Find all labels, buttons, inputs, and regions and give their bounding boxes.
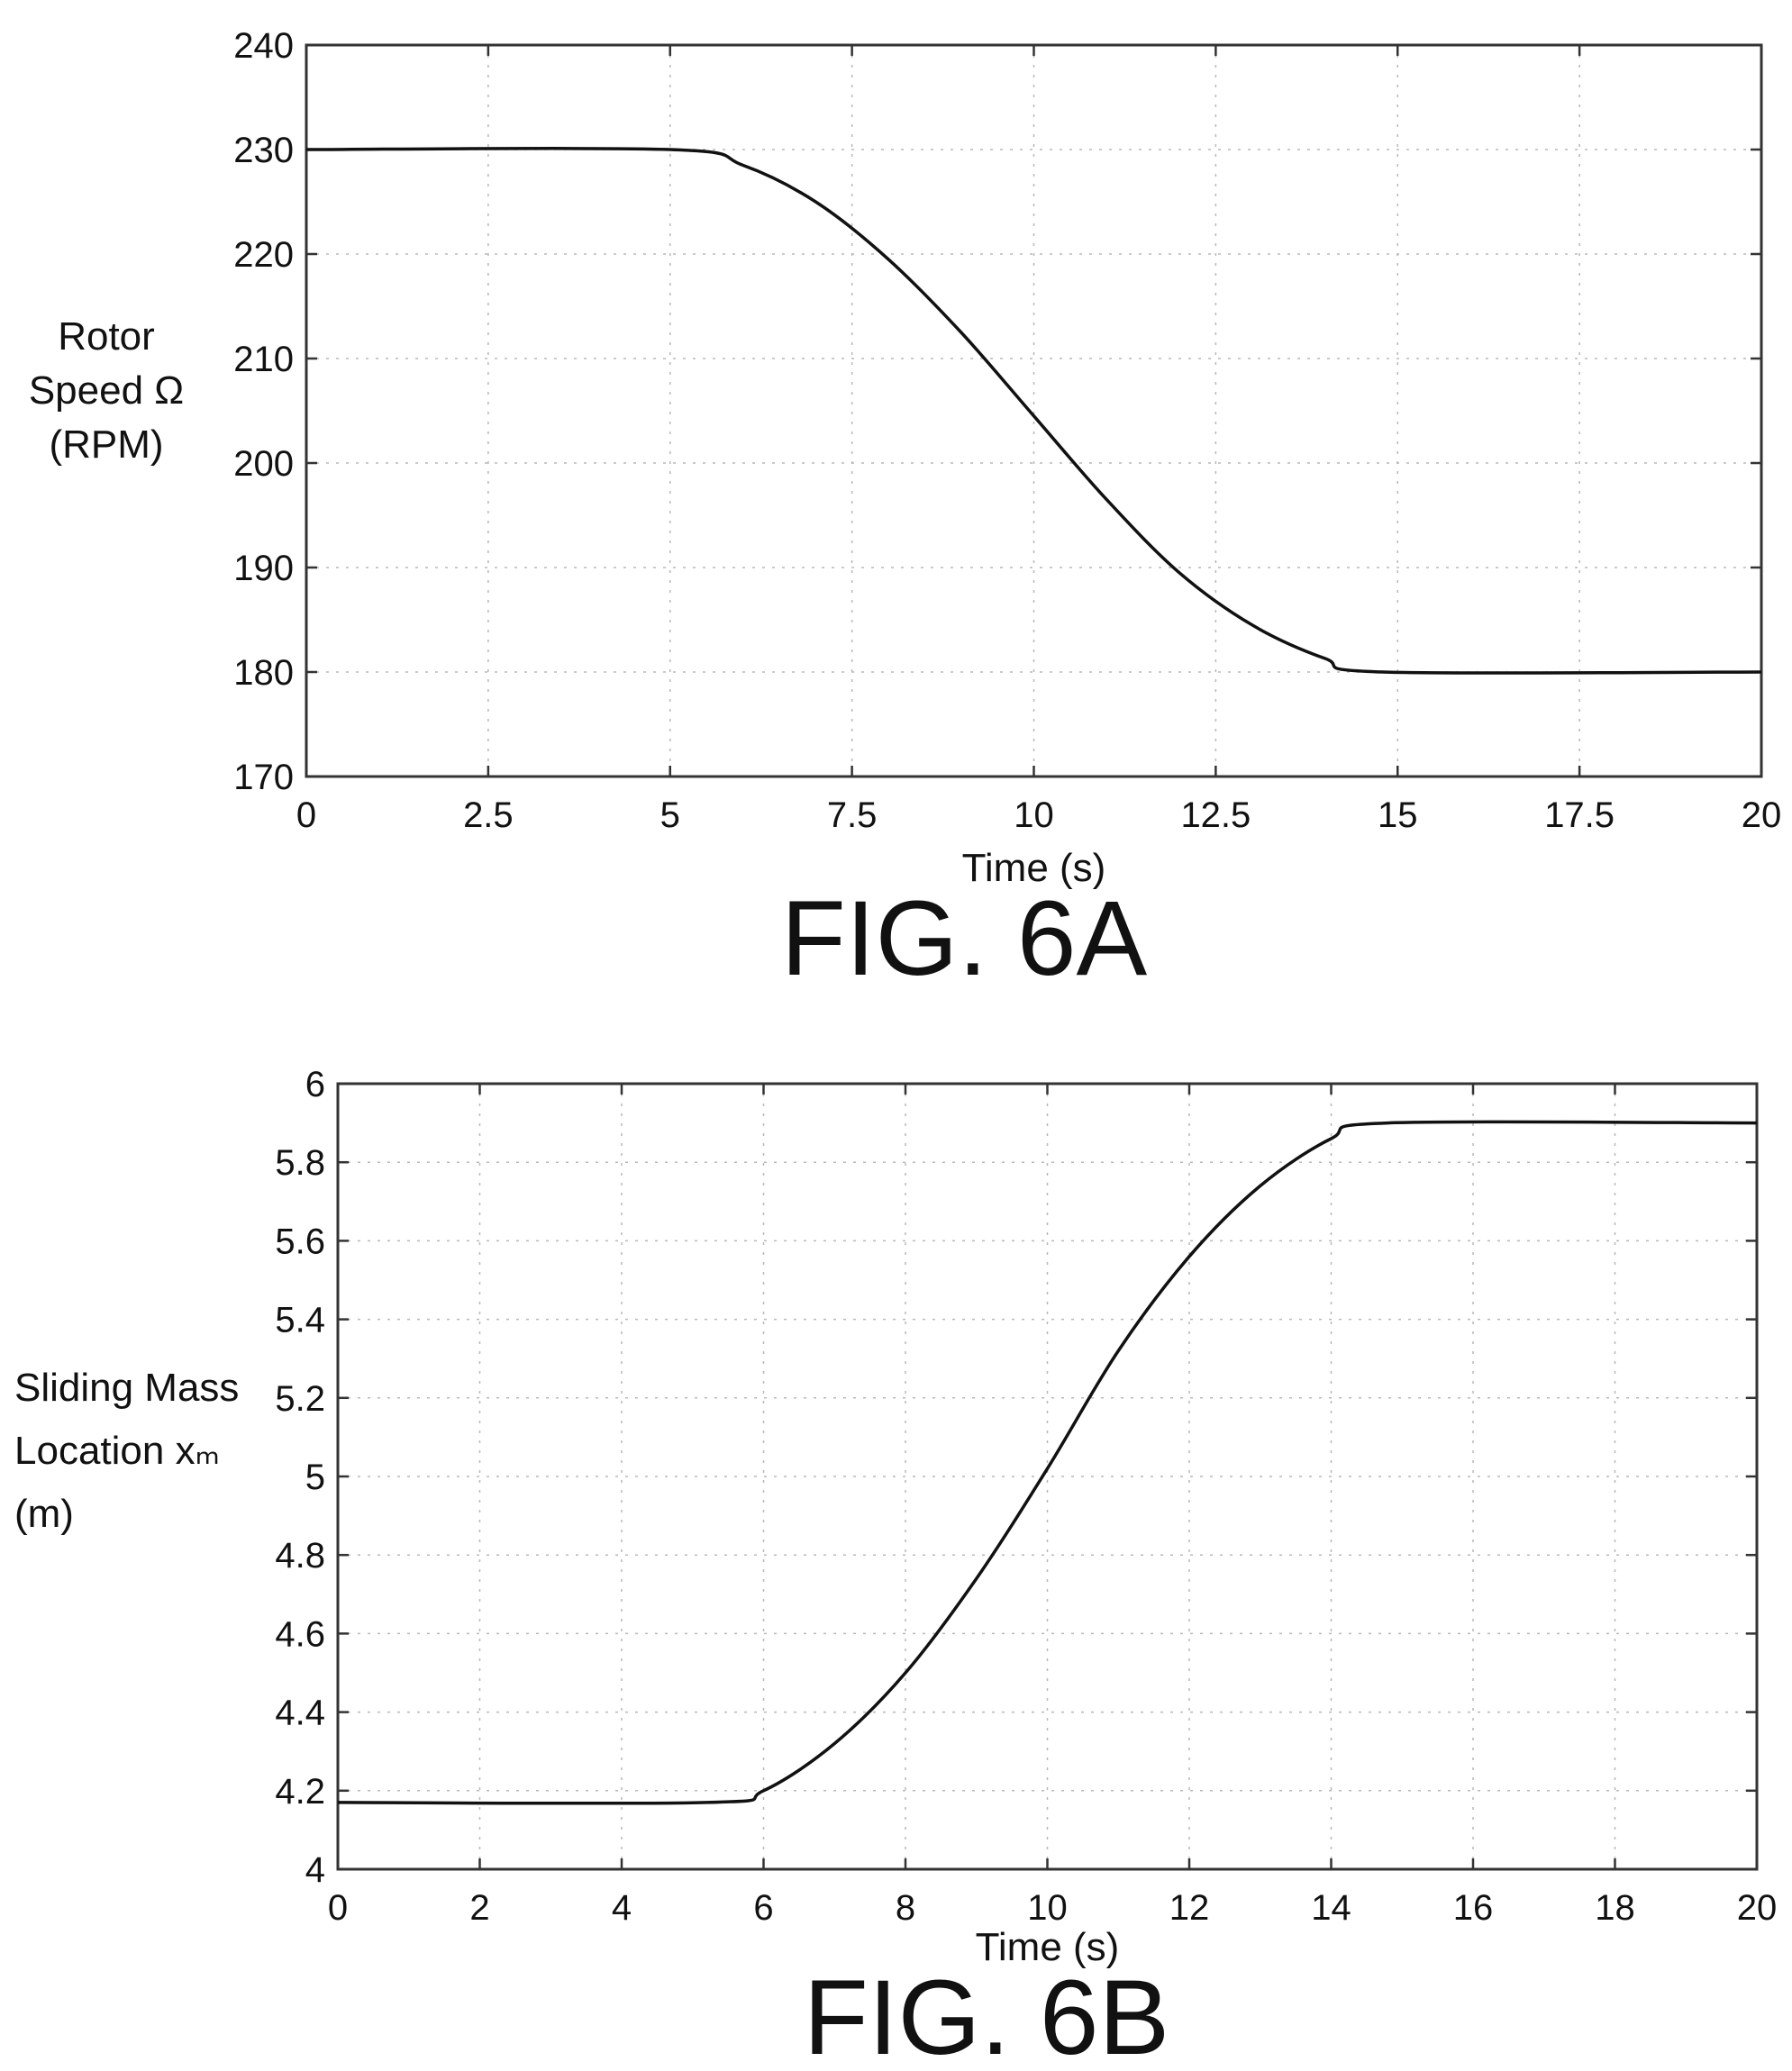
y-tick-label: 5.2 [275, 1379, 325, 1419]
y-axis-label-6b-line2: Location xₘ [14, 1429, 220, 1473]
chart-fig-6b: 0 2 4 6 8 10 12 14 16 18 20 4 4.2 4.4 4.6 4.8 5 5.2 5.4 5.6… [14, 1065, 1777, 2071]
ticks-6a: 0 2.5 5 7.5 10 12.5 15 17.5 20 170 180 190 200 210 220… [233, 26, 1781, 835]
chart-fig-6a: 0 2.5 5 7.5 10 12.5 15 17.5 20 170 180 190 200 210 220… [29, 26, 1781, 998]
y-tick-label: 5.8 [275, 1143, 325, 1183]
y-tick-label: 4.6 [275, 1614, 325, 1654]
x-tick-label: 20 [1737, 1888, 1778, 1928]
figure-caption-6a: FIG. 6A [781, 879, 1148, 998]
y-tick-label: 5.4 [275, 1301, 325, 1340]
y-axis-label-6a-line1: Rotor [58, 314, 155, 359]
y-tick-label: 210 [233, 340, 294, 379]
y-tick-label: 220 [233, 235, 294, 275]
series-line-6a [305, 146, 1762, 675]
series-line-6b [337, 1120, 1758, 1805]
figure-caption-6b: FIG. 6B [804, 1958, 1170, 2071]
series-6a [305, 146, 1762, 675]
x-tick-label: 20 [1742, 795, 1782, 835]
y-tick-label: 200 [233, 444, 294, 484]
x-axis-label-6a: Time (s) [962, 846, 1106, 890]
y-axis-label-6b-line3: (m) [14, 1492, 74, 1536]
x-tick-label: 14 [1311, 1888, 1351, 1928]
x-tick-label: 7.5 [827, 795, 878, 835]
y-tick-label: 4 [305, 1850, 325, 1890]
x-tick-label: 17.5 [1544, 795, 1615, 835]
x-tick-label: 2.5 [463, 795, 514, 835]
x-tick-label: 2 [469, 1888, 489, 1928]
y-tick-label: 180 [233, 653, 294, 693]
x-tick-label: 16 [1453, 1888, 1494, 1928]
x-tick-label: 8 [896, 1888, 915, 1928]
y-tick-label: 170 [233, 758, 294, 797]
x-tick-label: 5 [660, 795, 680, 835]
x-tick-label: 12.5 [1180, 795, 1251, 835]
series-6b [337, 1120, 1758, 1805]
grid-6b [338, 1084, 1757, 1869]
y-tick-label: 4.4 [275, 1694, 325, 1733]
plot-frame-6b [336, 1082, 1759, 1871]
y-axis-label-6b-line1: Sliding Mass [14, 1366, 239, 1410]
x-tick-label: 0 [296, 795, 316, 835]
x-axis-label-6b: Time (s) [976, 1925, 1120, 1969]
x-tick-label: 6 [753, 1888, 773, 1928]
ticks-6b: 0 2 4 6 8 10 12 14 16 18 20 4 4.2 4.4 4.6 4.8 5 5.2 5.4 5.6… [275, 1065, 1777, 1928]
y-tick-label: 4.8 [275, 1536, 325, 1576]
grid-6a [306, 45, 1761, 777]
x-tick-label: 4 [612, 1888, 632, 1928]
y-tick-label: 6 [305, 1065, 325, 1104]
x-tick-label: 12 [1169, 1888, 1210, 1928]
x-tick-label: 0 [328, 1888, 348, 1928]
y-tick-label: 240 [233, 26, 294, 66]
x-tick-label: 10 [1014, 795, 1054, 835]
y-tick-label: 5 [305, 1458, 325, 1497]
x-tick-label: 10 [1027, 1888, 1068, 1928]
y-tick-label: 4.2 [275, 1772, 325, 1812]
y-axis-label-6a-line2: Speed Ω [29, 368, 184, 413]
x-tick-label: 15 [1378, 795, 1418, 835]
y-tick-label: 230 [233, 131, 294, 170]
y-axis-label-6a-line3: (RPM) [49, 422, 163, 467]
y-tick-label: 190 [233, 549, 294, 588]
x-tick-label: 18 [1595, 1888, 1635, 1928]
y-tick-label: 5.6 [275, 1222, 325, 1261]
